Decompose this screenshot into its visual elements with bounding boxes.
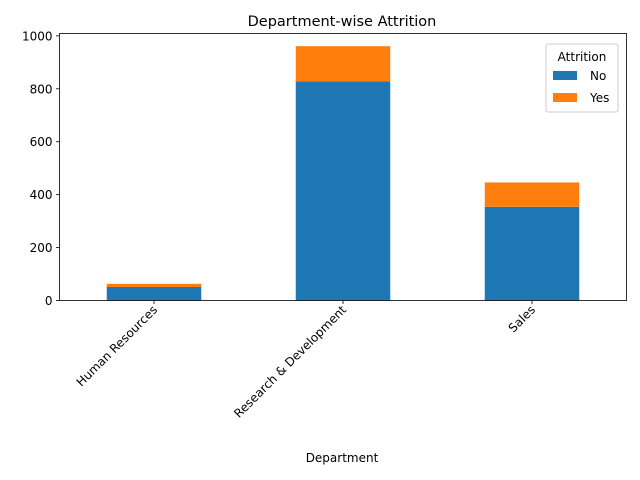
y-tick-label: 600 <box>30 135 53 149</box>
plot-frame <box>59 33 627 301</box>
bar-yes-sales <box>484 182 580 207</box>
legend-label-no: No <box>590 69 606 83</box>
bar-group <box>106 46 580 301</box>
y-tick-label: 400 <box>30 188 53 202</box>
bar-no-sales <box>484 206 580 301</box>
bar-no-research-development <box>295 81 391 301</box>
y-tick-label: 200 <box>30 241 53 255</box>
legend: Attrition No Yes <box>545 43 619 113</box>
legend-label-yes: Yes <box>589 91 609 105</box>
y-tick-label: 1000 <box>22 29 53 43</box>
y-tick-label: 0 <box>45 294 53 308</box>
legend-title: Attrition <box>558 50 607 64</box>
chart-title: Department-wise Attrition <box>248 14 437 30</box>
y-axis: 0 200 400 600 800 1000 <box>22 29 60 308</box>
legend-swatch-yes <box>553 93 577 102</box>
y-tick-label: 800 <box>30 82 53 96</box>
bar-yes-research-development <box>295 46 391 82</box>
bar-no-human-resources <box>106 287 202 301</box>
legend-swatch-no <box>553 71 577 80</box>
x-axis-label: Department <box>306 451 379 465</box>
bar-yes-human-resources <box>106 283 202 288</box>
